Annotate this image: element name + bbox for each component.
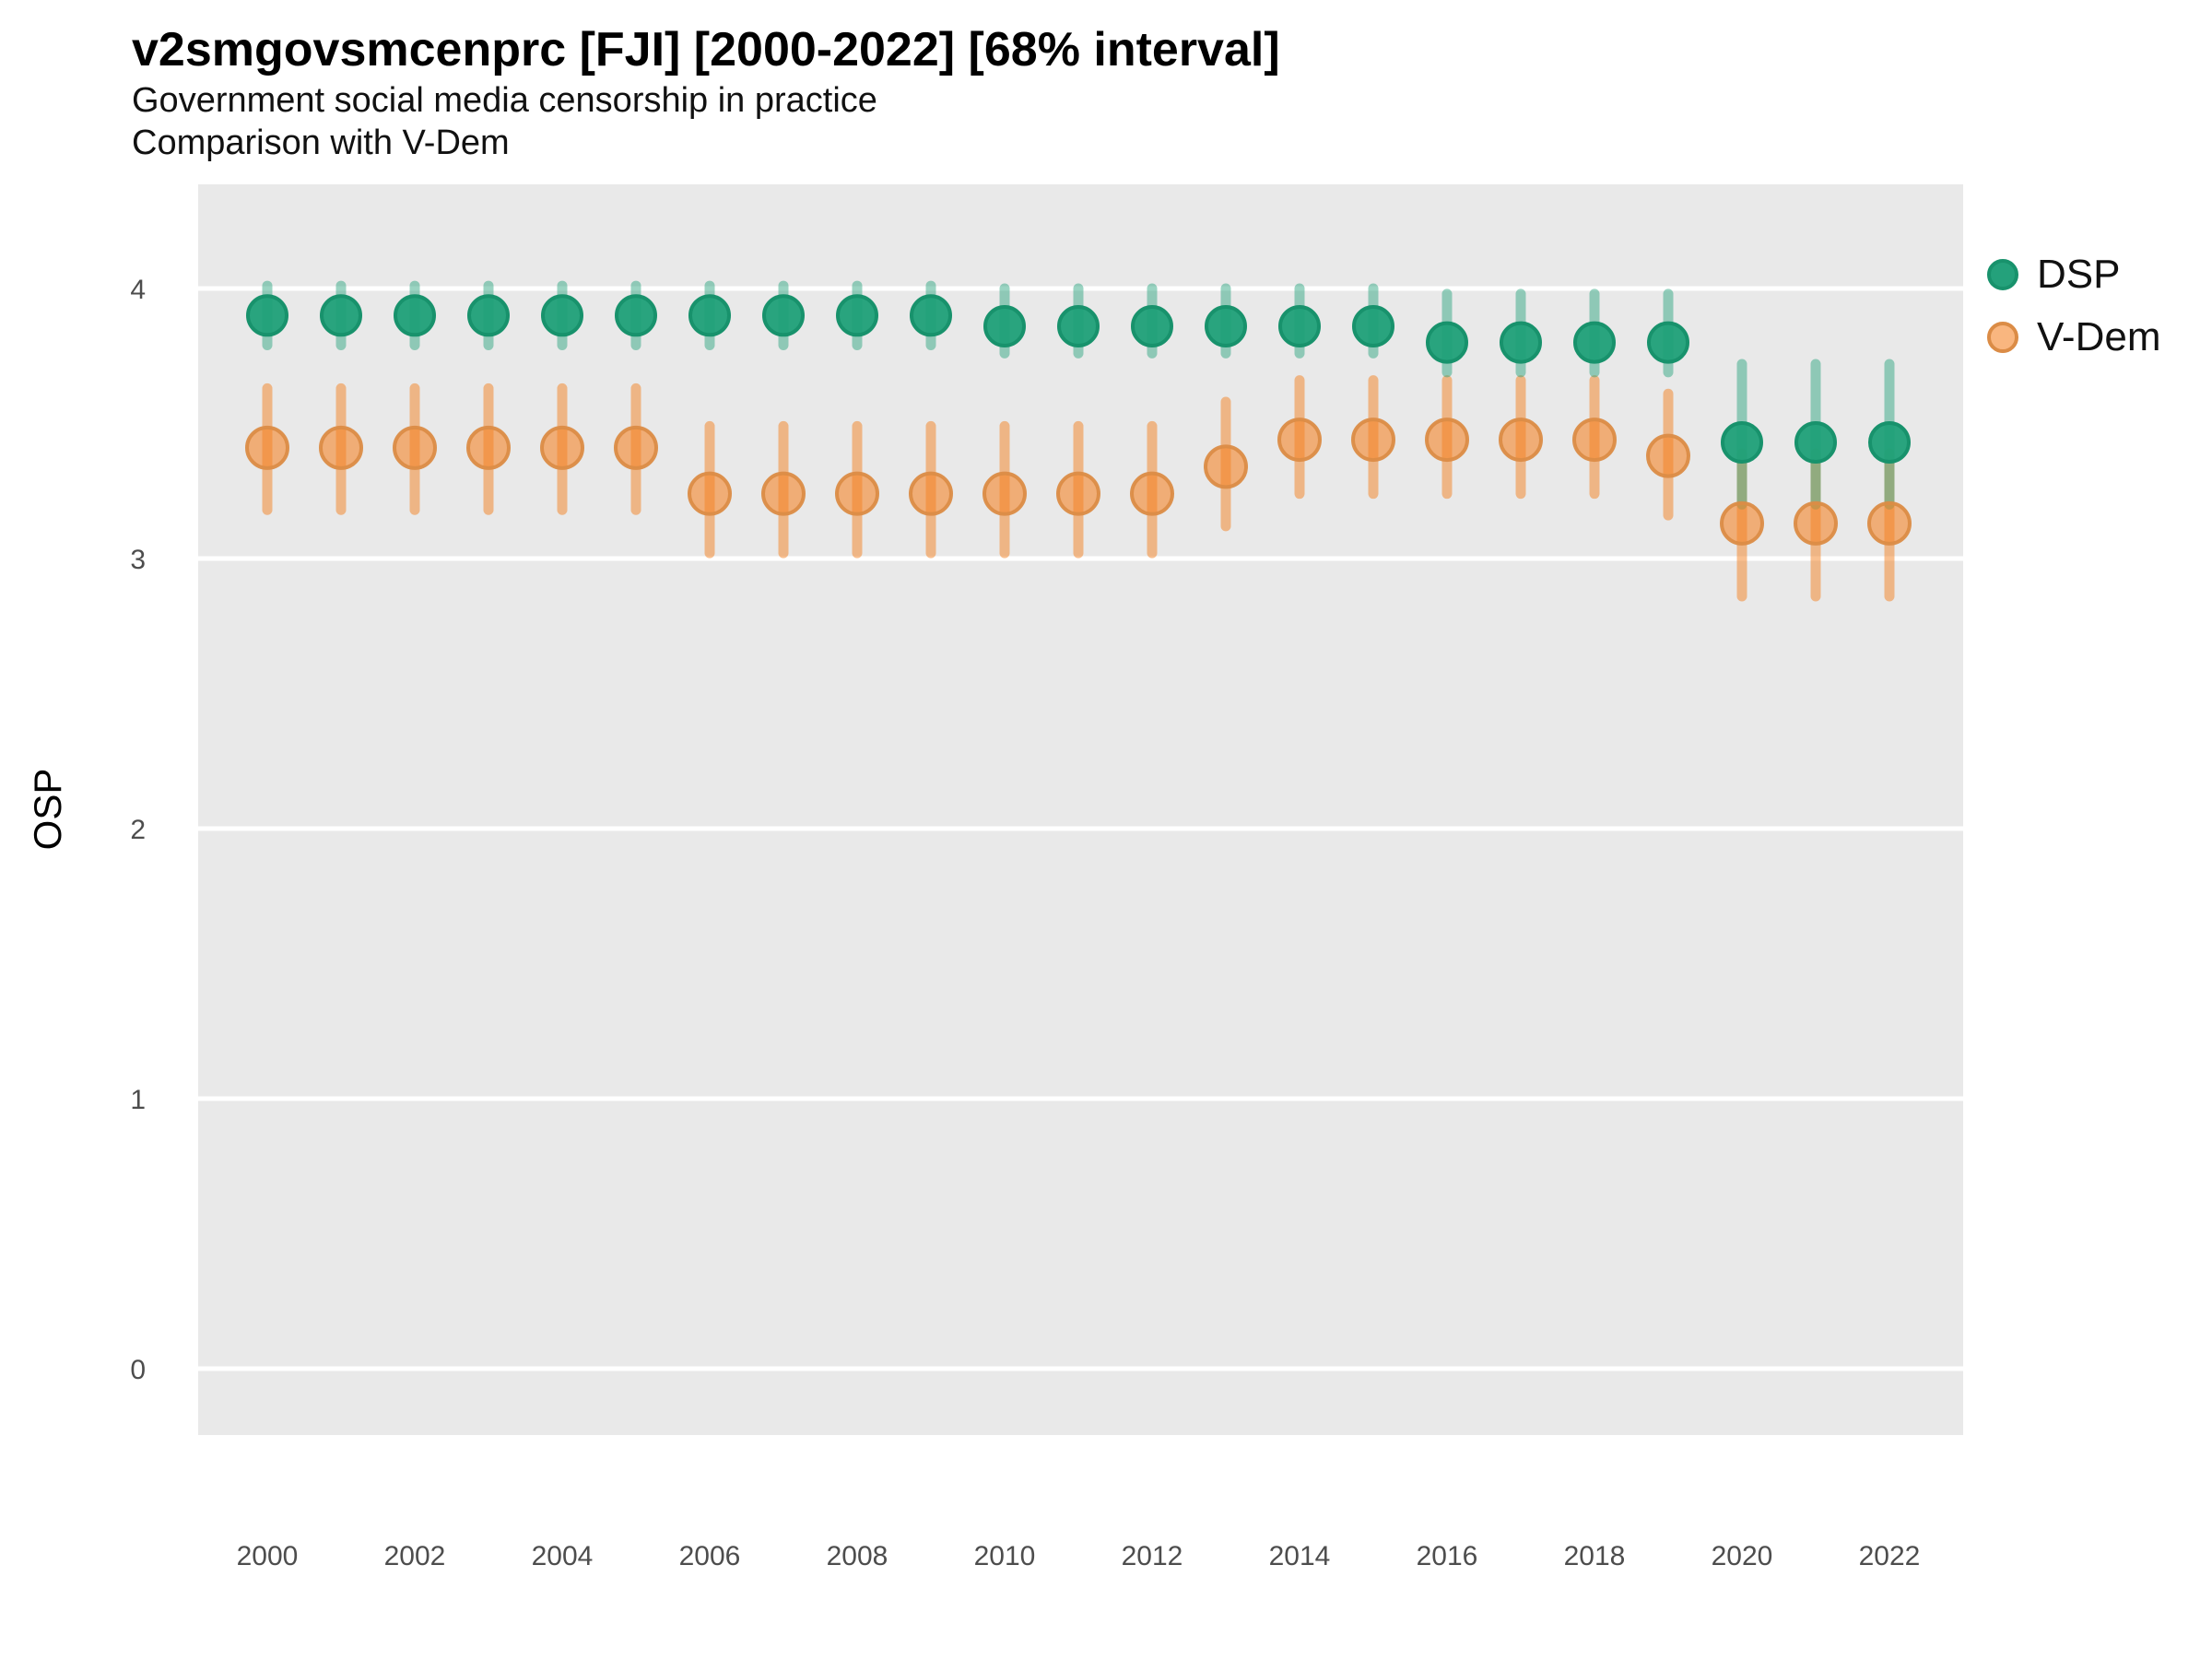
legend-item-vdem: V-Dem — [1987, 317, 2160, 358]
vdem-point — [1867, 500, 1912, 546]
vdem-point — [1720, 500, 1764, 546]
vdem-point — [393, 425, 437, 470]
y-tick-label-3: 3 — [130, 545, 146, 575]
vdem-legend-dot-icon — [1987, 322, 2018, 353]
vdem-point — [1277, 418, 1322, 463]
vdem-point — [835, 471, 879, 516]
vdem-point — [319, 425, 363, 470]
dsp-legend-dot-icon — [1987, 259, 2018, 290]
x-tick-label-2006: 2006 — [679, 1541, 741, 1571]
dsp-point — [1278, 305, 1321, 348]
legend-item-dsp: DSP — [1987, 254, 2160, 295]
dsp-point — [1057, 305, 1100, 348]
dsp-point — [910, 294, 952, 337]
vdem-point — [540, 425, 584, 470]
y-tick-label-4: 4 — [130, 275, 146, 305]
x-tick-label-2004: 2004 — [532, 1541, 594, 1571]
panel-background — [198, 184, 1963, 1435]
vdem-point — [1572, 418, 1617, 463]
x-tick-label-2010: 2010 — [974, 1541, 1036, 1571]
dsp-point — [1426, 321, 1468, 364]
dsp-point — [246, 294, 288, 337]
x-tick-label-2002: 2002 — [384, 1541, 446, 1571]
dsp-point — [1205, 305, 1247, 348]
vdem-point — [1056, 471, 1100, 516]
dsp-point — [1352, 305, 1394, 348]
vdem-point — [1425, 418, 1469, 463]
chart-subtitle: Government social media censorship in pr… — [132, 81, 877, 120]
x-tick-label-2016: 2016 — [1417, 1541, 1478, 1571]
y-tick-label-1: 1 — [130, 1085, 146, 1115]
dsp-point — [983, 305, 1026, 348]
vdem-point — [688, 471, 732, 516]
dsp-point — [541, 294, 583, 337]
dsp-point — [688, 294, 731, 337]
vdem-point — [466, 425, 511, 470]
dsp-point — [1721, 421, 1763, 465]
x-tick-label-2008: 2008 — [827, 1541, 888, 1571]
vdem-point — [1646, 433, 1690, 478]
vdem-point — [1351, 418, 1395, 463]
chart-subtitle-line2: Comparison with V-Dem — [132, 124, 510, 162]
dsp-point — [1868, 421, 1911, 465]
y-tick-label-0: 0 — [130, 1355, 146, 1385]
dsp-point — [1500, 321, 1542, 364]
x-tick-label-2012: 2012 — [1122, 1541, 1183, 1571]
dsp-point — [1573, 321, 1616, 364]
dsp-point — [836, 294, 878, 337]
x-tick-label-2000: 2000 — [237, 1541, 299, 1571]
vdem-point — [614, 425, 658, 470]
y-tick-label-2: 2 — [130, 815, 146, 845]
dsp-point — [394, 294, 436, 337]
vdem-point — [1130, 471, 1174, 516]
x-tick-label-2022: 2022 — [1859, 1541, 1921, 1571]
legend-label-dsp: DSP — [2037, 252, 2121, 297]
vdem-point — [761, 471, 806, 516]
legend: DSP V-Dem — [1987, 254, 2160, 358]
dsp-point — [467, 294, 510, 337]
x-tick-label-2018: 2018 — [1564, 1541, 1626, 1571]
vdem-point — [1499, 418, 1543, 463]
dsp-point — [1794, 421, 1837, 465]
vdem-point — [1794, 500, 1838, 546]
vdem-point — [909, 471, 953, 516]
dsp-point — [762, 294, 805, 337]
chart-title: v2smgovsmcenprc [FJI] [2000-2022] [68% i… — [132, 23, 1280, 76]
dsp-point — [1647, 321, 1689, 364]
dsp-point — [1131, 305, 1173, 348]
vdem-point — [245, 425, 289, 470]
dsp-point — [320, 294, 362, 337]
vdem-point — [982, 471, 1027, 516]
legend-label-vdem: V-Dem — [2037, 314, 2161, 359]
vdem-point — [1204, 444, 1248, 489]
dsp-point — [615, 294, 657, 337]
x-tick-label-2020: 2020 — [1712, 1541, 1773, 1571]
x-tick-label-2014: 2014 — [1269, 1541, 1331, 1571]
